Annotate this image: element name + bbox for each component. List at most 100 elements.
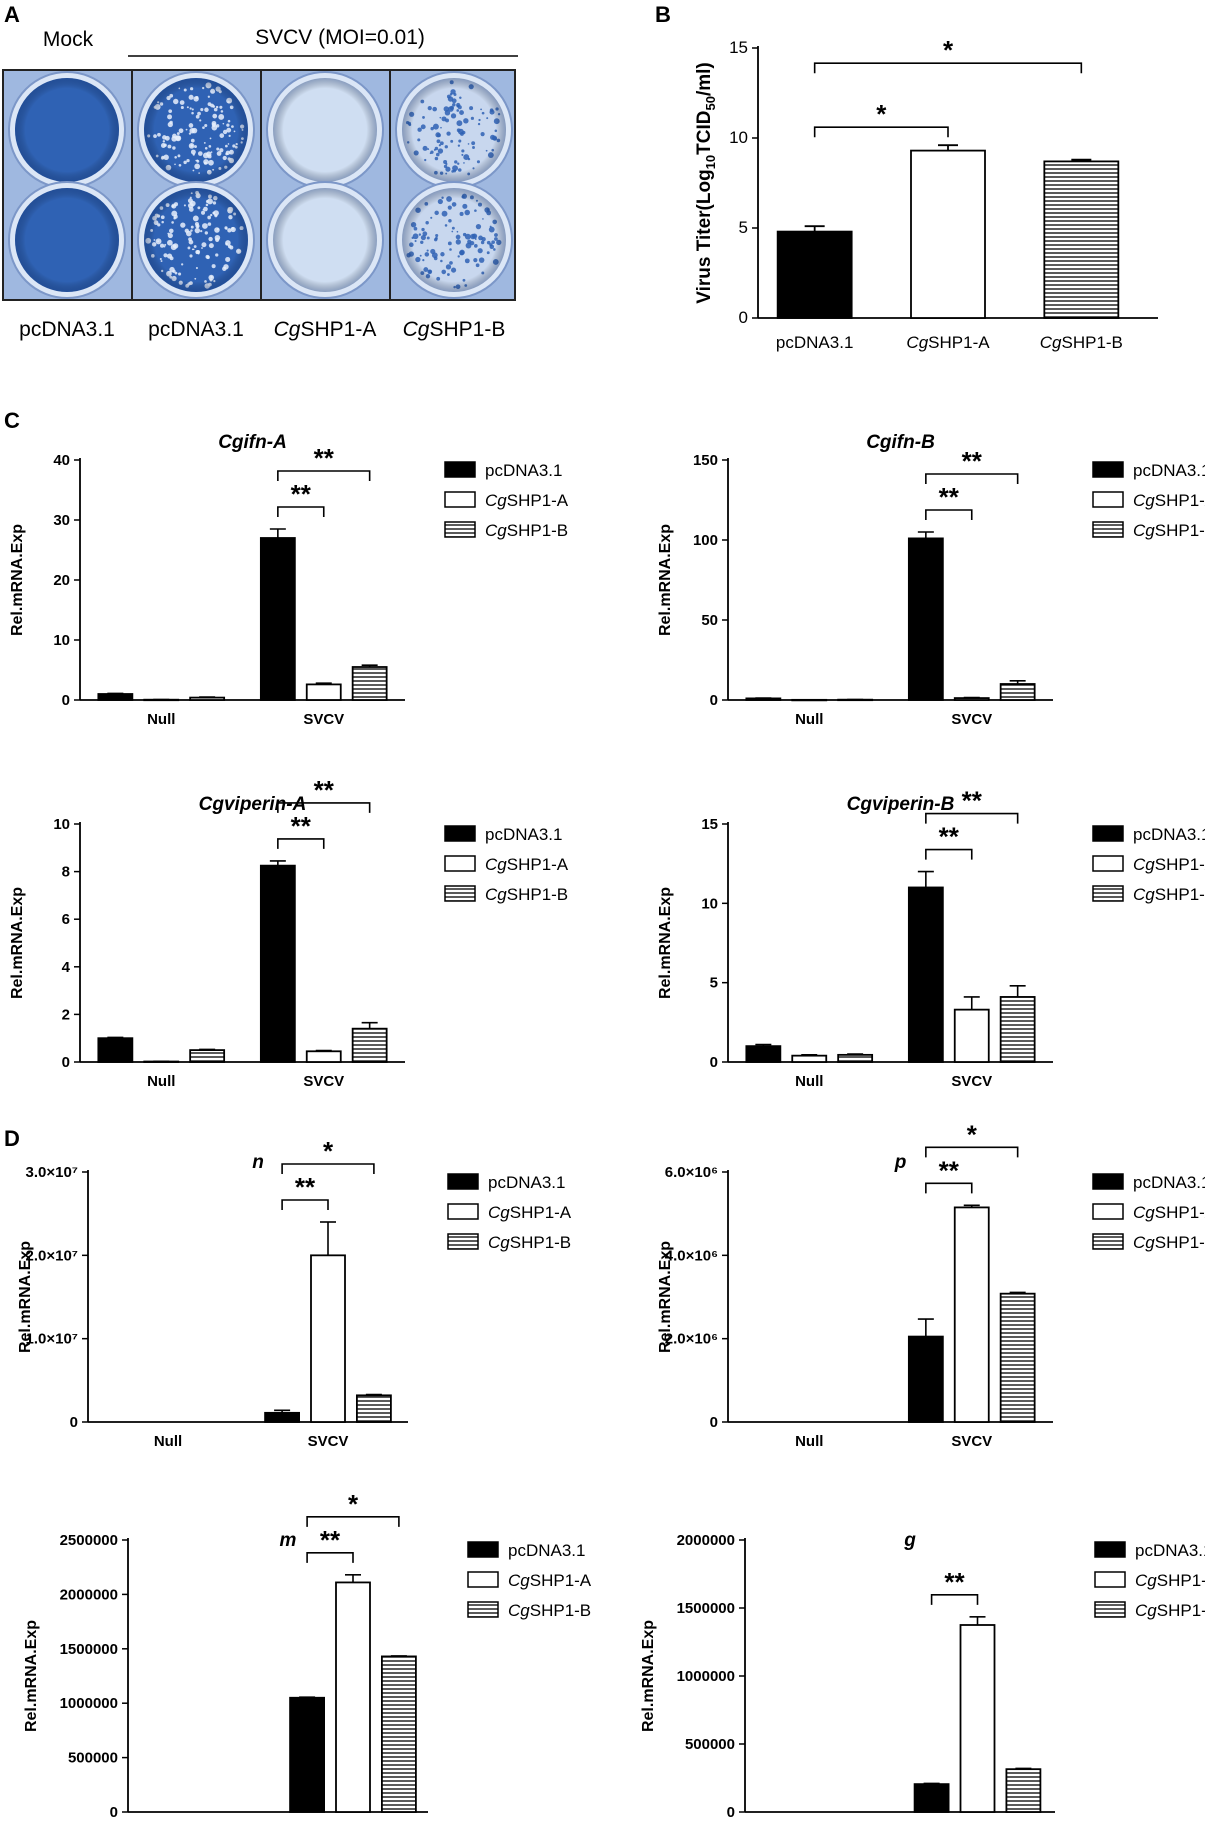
chart-title: g (903, 1530, 916, 1551)
legend-label-2-prefix: Cg (488, 1203, 510, 1222)
significance-bracket (925, 848, 973, 860)
plate-lane-2 (131, 70, 255, 300)
legend-label-2-prefix: Cg (1133, 491, 1155, 510)
y-tick-label: 10 (53, 632, 70, 649)
y-tick-label: 8 (62, 864, 70, 881)
legend-label-2-name: SHP1-A (530, 1571, 592, 1590)
bar-cgshp1b-svcv (1005, 1768, 1042, 1813)
x-tick-label-null: Null (795, 711, 823, 728)
plaque-assay-plate: Mock SVCV (MOI=0.01) pcDNA3.1 pcDNA3.1 CgS… (2, 26, 518, 341)
y-tick-label: 500000 (685, 1736, 735, 1753)
legend-swatch-2 (1094, 1571, 1126, 1588)
legend-swatch-1 (444, 825, 476, 842)
y-tick-label: 10 (701, 895, 718, 912)
y-tick-label: 6 (62, 911, 70, 928)
legend-label-2-prefix: Cg (485, 855, 507, 874)
legend-swatch-2 (444, 491, 476, 508)
significance-bracket (930, 1594, 979, 1605)
significance-label: * (876, 99, 887, 129)
lane-label-1: pcDNA3.1 (19, 318, 115, 341)
legend-label-2-prefix: Cg (485, 491, 507, 510)
y-tick-label: 5 (710, 975, 718, 992)
bar-pcdna31-svcv (907, 886, 944, 1063)
significance-label: * (348, 1489, 359, 1519)
y-tick-label: 5 (739, 218, 748, 237)
legend-label-2-name: SHP1-A (1155, 491, 1205, 510)
bar-cgshp1a-null (791, 1054, 828, 1063)
bar-cgshp1b-svcv (355, 1394, 392, 1423)
legend-label-1-name: pcDNA3.1 (1133, 825, 1205, 844)
chart-title: m (280, 1530, 297, 1551)
legend-swatch-2 (444, 855, 476, 872)
y-tick-label: 4 (62, 959, 71, 976)
legend-label-3-prefix: Cg (1133, 885, 1155, 904)
bar-cgshp1b-null (189, 1049, 226, 1063)
chart-title: Cgifn-B (866, 432, 935, 453)
bar-pcdna31-svcv (289, 1696, 326, 1813)
lane-label-2: pcDNA3.1 (148, 318, 244, 341)
bar-cgshp1b-svcv (999, 683, 1036, 701)
bar-pcdna31-svcv (259, 537, 296, 701)
significance-label: ** (939, 482, 960, 512)
well-shade (15, 78, 119, 182)
legend-label-2-prefix: Cg (1133, 855, 1155, 874)
bar-3 (1043, 160, 1120, 319)
legend-label-3-prefix: Cg (1133, 1233, 1155, 1252)
legend-label-2: CgSHP1-A (1135, 1571, 1205, 1590)
plate-lane-3 (260, 70, 384, 300)
significance-label: ** (939, 822, 960, 852)
legend-swatch-3 (1094, 1601, 1126, 1618)
x-tick-label-null: Null (795, 1433, 823, 1450)
y-tick-label: 20 (53, 572, 70, 589)
y-tick-label: 0 (70, 1414, 78, 1431)
well-shade (144, 188, 248, 292)
bar-cgshp1a-svcv (305, 683, 342, 701)
y-tick-label: 0 (739, 308, 748, 327)
bar-pcdna31-svcv (259, 864, 296, 1063)
legend-label-3-name: SHP1-B (1155, 1233, 1205, 1252)
legend-label-3: CgSHP1-B (485, 885, 568, 904)
bar-pcdna31-svcv (913, 1783, 950, 1813)
y-tick-label: 1500000 (60, 1641, 118, 1658)
well-shade (15, 188, 119, 292)
y-tick-label: 40 (53, 452, 70, 469)
bar-pcdna31-null (745, 1045, 782, 1063)
legend-swatch-2 (467, 1571, 499, 1588)
significance-bracket (277, 506, 325, 517)
legend-label-3: CgSHP1-B (1133, 521, 1205, 540)
significance-bracket (925, 1146, 1019, 1158)
x-tick-label-2: CgSHP1-A (906, 333, 990, 352)
chart-title: Cgviperin-B (847, 794, 955, 815)
y-tick-label: 0 (62, 1054, 70, 1071)
y-axis-label: Rel.mRNA.Exp (640, 1620, 657, 1732)
y-tick-label: 2500000 (60, 1532, 118, 1549)
x-tick-label-svcv: SVCV (951, 1073, 992, 1090)
significance-bracket (277, 802, 371, 813)
bar-pcdna31-null (97, 1037, 134, 1063)
significance-bracket (925, 473, 1019, 484)
bar-cgshp1a-svcv (305, 1050, 342, 1063)
significance-label: ** (939, 1155, 960, 1185)
legend-label-3: CgSHP1-B (488, 1233, 571, 1252)
y-axis-label: Rel.mRNA.Exp (9, 524, 26, 636)
legend-label-3-name: SHP1-B (1157, 1601, 1205, 1620)
bar-cgshp1a-svcv (959, 1624, 996, 1813)
significance-label: ** (314, 443, 335, 473)
y-axis-label: Rel.mRNA.Exp (657, 524, 674, 636)
legend-label-2-prefix: Cg (1133, 1203, 1155, 1222)
legend-label-1-name: pcDNA3.1 (488, 1173, 565, 1192)
mock-label: Mock (43, 28, 94, 51)
y-tick-label: 4.0×10⁶ (665, 1247, 718, 1264)
bar-cgshp1a-svcv (953, 1206, 990, 1423)
y-axis-label: Virus Titer(Log10TCID50/ml) (694, 62, 718, 303)
panel-label-b: B (655, 2, 671, 27)
legend-label-2: CgSHP1-A (508, 1571, 592, 1590)
x-tick-label-2-prefix: Cg (906, 333, 928, 352)
y-axis-label-part: TCID (694, 111, 715, 155)
x-tick-label-svcv: SVCV (951, 711, 992, 728)
x-tick-label-null: Null (147, 711, 175, 728)
y-axis-label-subscript: 50 (703, 96, 718, 110)
significance-bracket (277, 838, 325, 849)
legend-label-2: CgSHP1-A (488, 1203, 572, 1222)
chart-title: Cgviperin-A (199, 794, 307, 815)
